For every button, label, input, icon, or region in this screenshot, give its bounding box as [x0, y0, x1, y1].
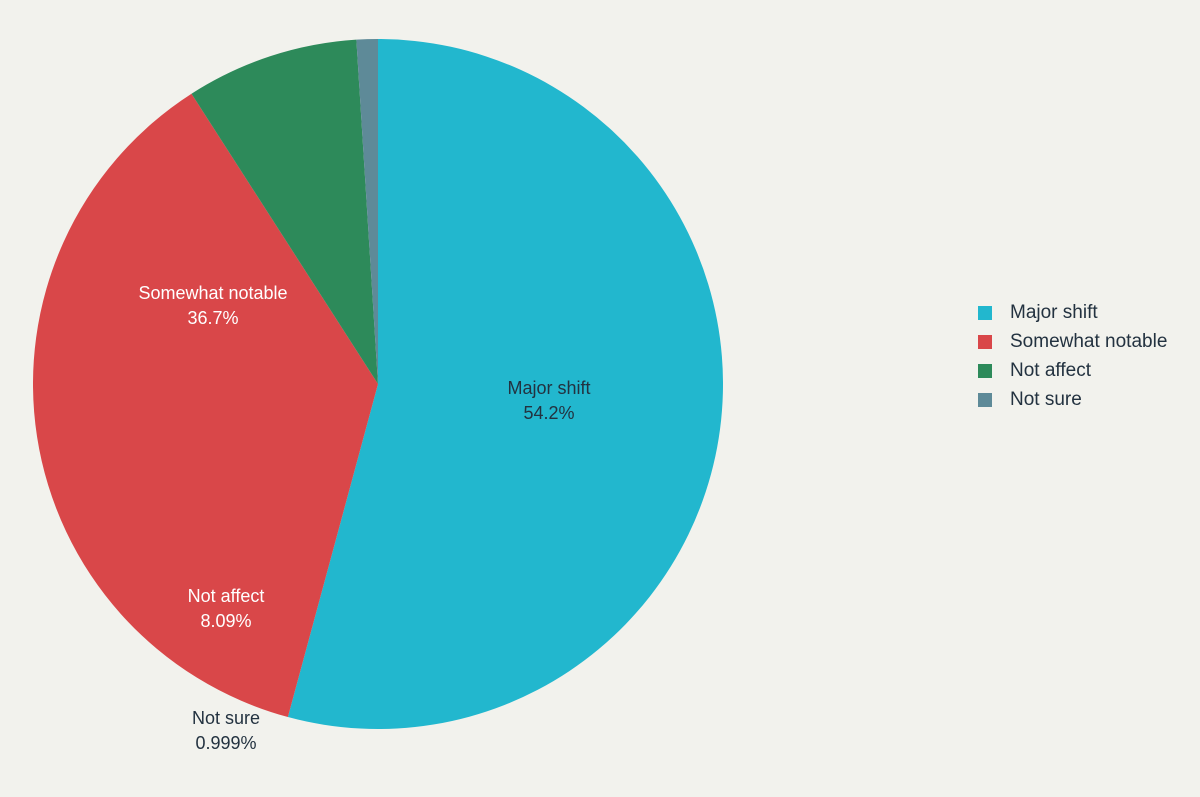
legend-item-major-shift[interactable]: Major shift — [978, 298, 1167, 327]
slice-label-somewhat-notable: Somewhat notable 36.7% — [138, 283, 287, 328]
legend-label: Not sure — [1010, 388, 1082, 410]
slice-major-shift[interactable] — [287, 39, 723, 729]
legend-item-not-affect[interactable]: Not affect — [978, 356, 1167, 385]
legend-swatch — [978, 392, 992, 407]
legend-swatch — [978, 363, 992, 378]
slice-label-not-affect: Not affect 8.09% — [188, 586, 265, 631]
slice-label-major-shift: Major shift 54.2% — [507, 378, 590, 423]
legend-item-somewhat-notable[interactable]: Somewhat notable — [978, 327, 1167, 356]
legend-item-not-sure[interactable]: Not sure — [978, 385, 1167, 414]
legend: Major shift Somewhat notable Not affect … — [978, 298, 1167, 414]
legend-label: Not affect — [1010, 359, 1091, 381]
pie-slices — [32, 39, 723, 729]
legend-swatch — [978, 334, 992, 349]
slice-somewhat-notable[interactable] — [32, 93, 378, 718]
slice-not-affect[interactable] — [191, 39, 378, 385]
pie-labels: Major shift 54.2% Somewhat notable 36.7% Not… — [138, 283, 590, 753]
slice-not-sure[interactable] — [356, 39, 378, 384]
legend-swatch — [978, 305, 992, 320]
legend-label: Somewhat notable — [1010, 330, 1168, 352]
legend-label: Major shift — [1010, 301, 1098, 323]
slice-label-not-sure: Not sure 0.999% — [192, 708, 260, 753]
